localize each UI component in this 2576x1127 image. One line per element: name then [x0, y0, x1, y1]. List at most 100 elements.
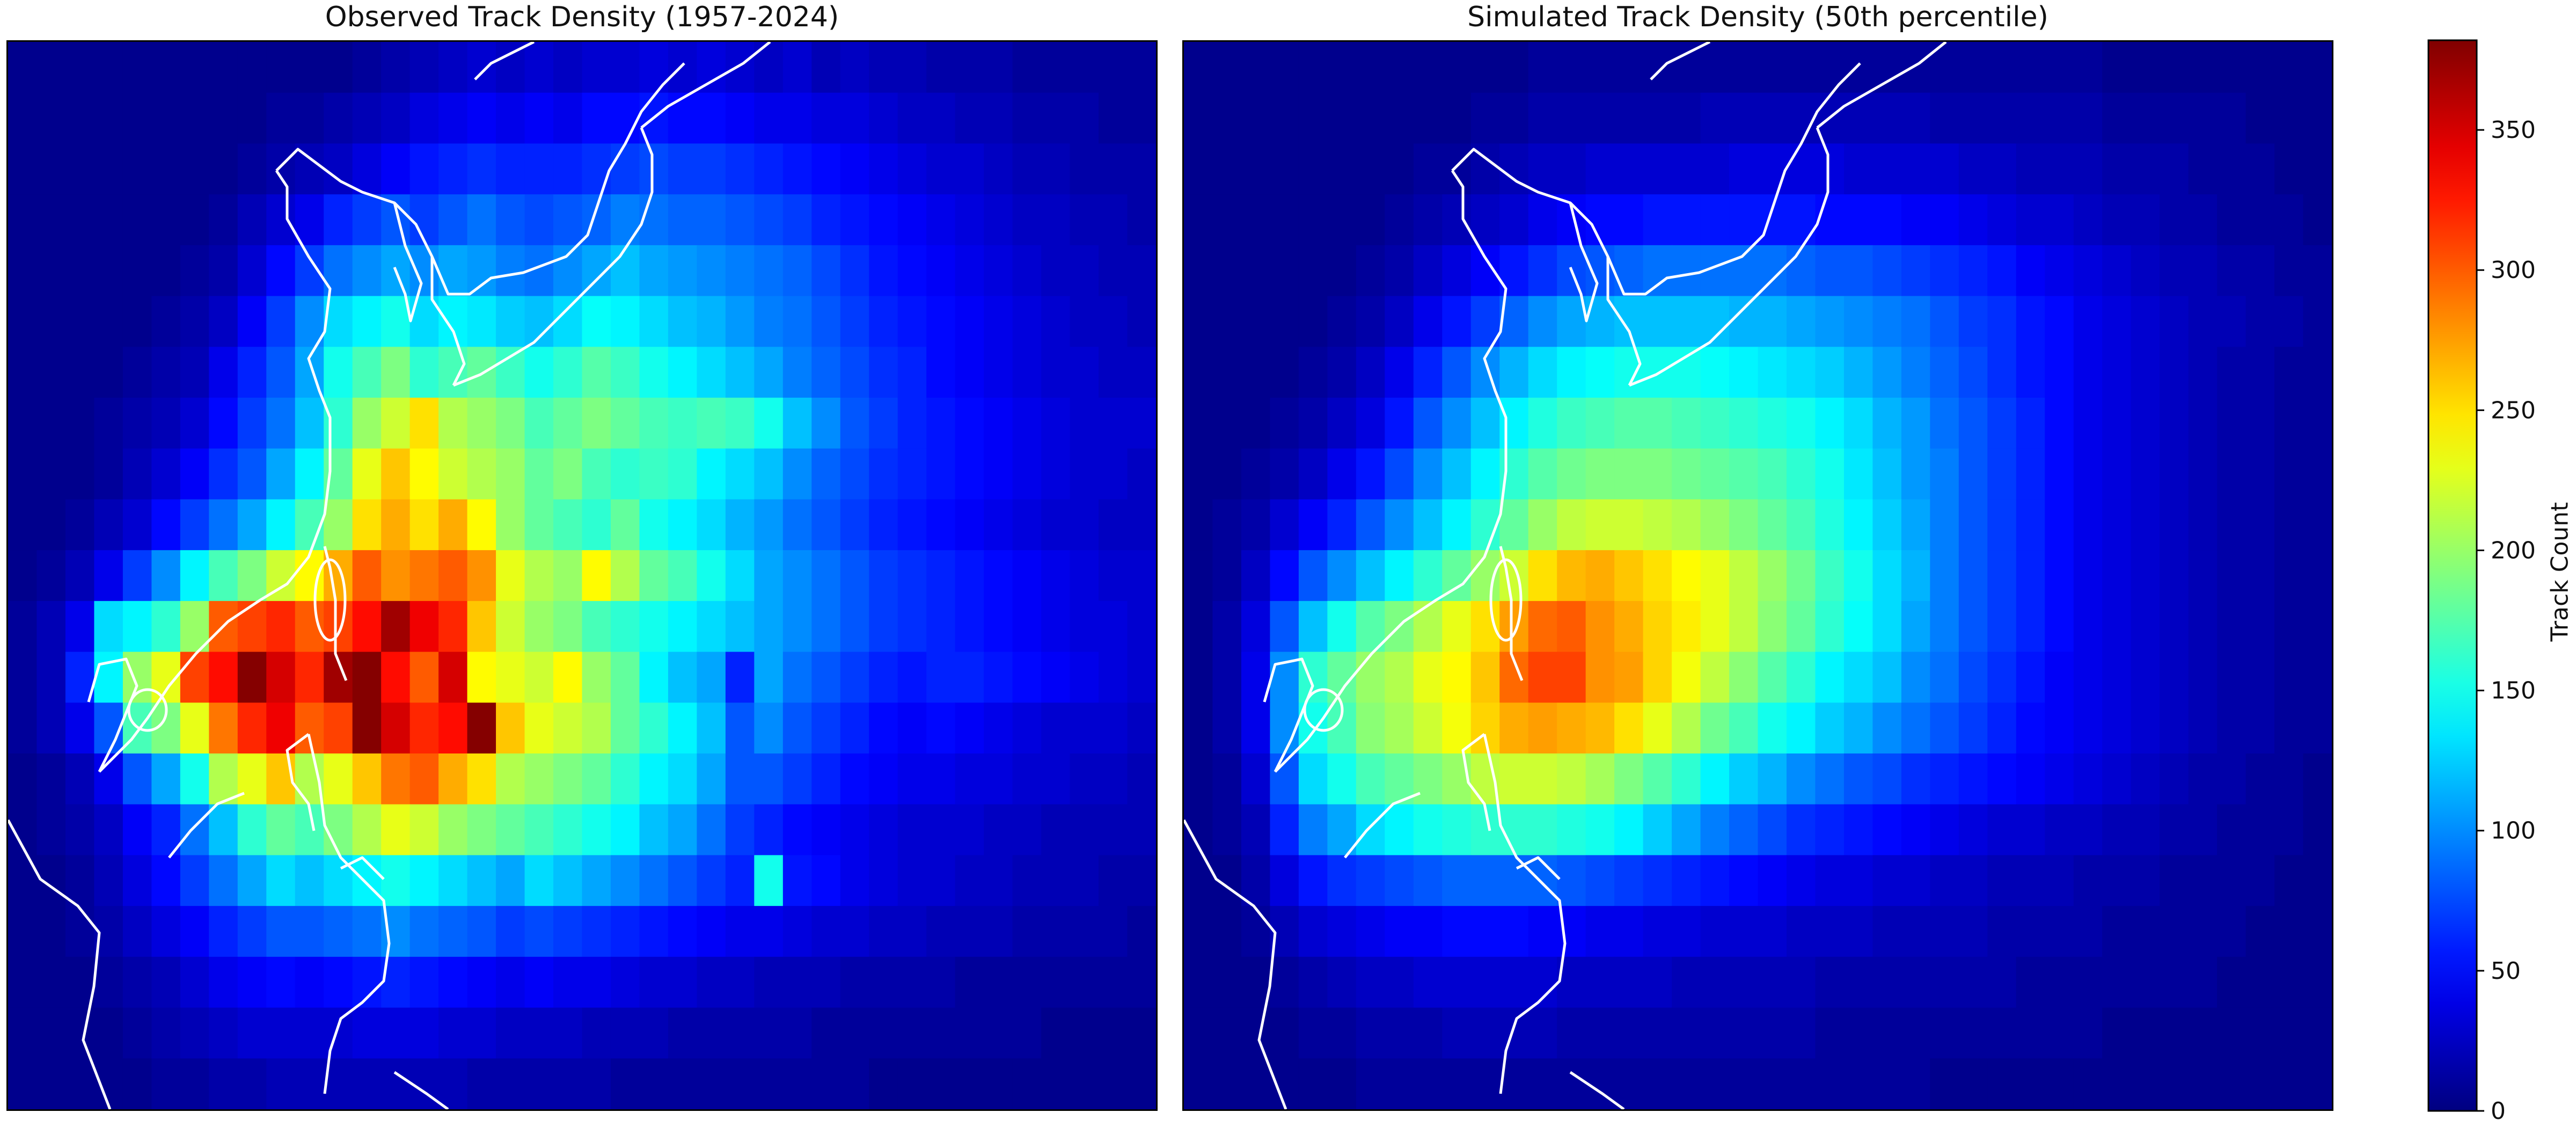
heatmap-cell: [8, 143, 38, 195]
heatmap-cell: [8, 652, 38, 703]
heatmap-cell: [1442, 1007, 1472, 1059]
heatmap-cell: [668, 448, 697, 500]
heatmap-cell: [1614, 956, 1644, 1008]
heatmap-cell: [1499, 1007, 1529, 1059]
heatmap-cell: [1729, 448, 1759, 500]
heatmap-cell: [1643, 245, 1672, 297]
heatmap-cell: [524, 906, 554, 957]
heatmap-cell: [1184, 956, 1213, 1008]
heatmap-cell: [65, 92, 95, 144]
heatmap-cell: [897, 601, 927, 653]
heatmap-cell: [1930, 550, 1959, 602]
heatmap-cell: [1843, 296, 1873, 347]
heatmap-cell: [1987, 42, 2017, 93]
heatmap-cell: [237, 92, 267, 144]
heatmap-cell: [524, 42, 554, 93]
coastline-path: [87, 657, 138, 773]
heatmap-cell: [1356, 906, 1385, 957]
heatmap-cell: [926, 398, 956, 449]
heatmap-cell: [266, 296, 296, 347]
heatmap-cell: [2245, 499, 2275, 551]
colorbar-tick-label: 200: [2491, 537, 2536, 564]
heatmap-cell: [524, 804, 554, 856]
heatmap-cell: [496, 398, 525, 449]
heatmap-cell: [1012, 1058, 1042, 1109]
heatmap-cell: [955, 143, 984, 195]
heatmap-cell: [1987, 1058, 2017, 1109]
heatmap-cell: [1987, 804, 2017, 856]
heatmap-cell: [1585, 143, 1615, 195]
heatmap-cell: [897, 448, 927, 500]
heatmap-cell: [2045, 804, 2074, 856]
heatmap-cell: [1958, 499, 1988, 551]
heatmap-cell: [754, 550, 784, 602]
heatmap-cell: [1270, 296, 1299, 347]
heatmap-cell: [1499, 804, 1529, 856]
heatmap-cell: [2274, 398, 2304, 449]
heatmap-cell: [266, 906, 296, 957]
heatmap-cell: [1041, 499, 1071, 551]
heatmap-cell: [639, 398, 669, 449]
heatmap-cell: [2131, 398, 2160, 449]
heatmap-cell: [1614, 855, 1644, 906]
heatmap-cell: [438, 804, 468, 856]
heatmap-cell: [1442, 347, 1472, 398]
heatmap-cell: [1099, 42, 1128, 93]
heatmap-cell: [1099, 143, 1128, 195]
heatmap-cell: [553, 804, 583, 856]
heatmap-cell: [1356, 702, 1385, 754]
heatmap-cell: [2073, 702, 2103, 754]
heatmap-cell: [754, 702, 784, 754]
heatmap-cell: [2303, 499, 2332, 551]
heatmap-cell: [1442, 1058, 1472, 1109]
heatmap-cell: [754, 753, 784, 805]
heatmap-cell: [668, 601, 697, 653]
heatmap-cell: [2045, 1058, 2074, 1109]
heatmap-cell: [381, 398, 411, 449]
heatmap-cell: [639, 906, 669, 957]
heatmap-cell: [36, 448, 66, 500]
heatmap-cell: [1241, 499, 1271, 551]
heatmap-cell: [2102, 855, 2132, 906]
heatmap-cell: [180, 753, 209, 805]
heatmap-cell: [1700, 42, 1730, 93]
heatmap-cell: [381, 296, 411, 347]
heatmap-cell: [811, 143, 841, 195]
heatmap-cell: [582, 804, 611, 856]
heatmap-cell: [2303, 855, 2332, 906]
heatmap-cell: [496, 143, 525, 195]
heatmap-cell: [1127, 499, 1156, 551]
heatmap-cell: [65, 906, 95, 957]
heatmap-cell: [2045, 652, 2074, 703]
heatmap-cell: [209, 702, 238, 754]
heatmap-cell: [2303, 1058, 2332, 1109]
heatmap-cell: [2274, 652, 2304, 703]
heatmap-cell: [1987, 245, 2017, 297]
heatmap-cell: [1356, 1058, 1385, 1109]
heatmap-cell: [1413, 347, 1443, 398]
heatmap-cell: [2045, 956, 2074, 1008]
heatmap-cell: [524, 753, 554, 805]
heatmap-cell: [1298, 601, 1328, 653]
heatmap-cell: [65, 956, 95, 1008]
heatmap-cell: [151, 601, 181, 653]
heatmap-cell: [1270, 550, 1299, 602]
heatmap-cell: [2016, 499, 2045, 551]
heatmap-cell: [610, 448, 640, 500]
heatmap-cell: [1643, 143, 1672, 195]
heatmap-cell: [122, 601, 152, 653]
heatmap-cell: [324, 956, 353, 1008]
heatmap-cell: [1442, 245, 1472, 297]
heatmap-cell: [1700, 92, 1730, 144]
coastline-path: [640, 42, 771, 129]
heatmap-cell: [2160, 956, 2189, 1008]
heatmap-cell: [1901, 601, 1930, 653]
heatmap-cell: [553, 753, 583, 805]
heatmap-cell: [668, 652, 697, 703]
heatmap-cell: [1127, 652, 1156, 703]
heatmap-cell: [782, 906, 812, 957]
heatmap-cell: [381, 855, 411, 906]
heatmap-cell: [1643, 702, 1672, 754]
heatmap-cell: [1070, 245, 1099, 297]
heatmap-cell: [1843, 92, 1873, 144]
